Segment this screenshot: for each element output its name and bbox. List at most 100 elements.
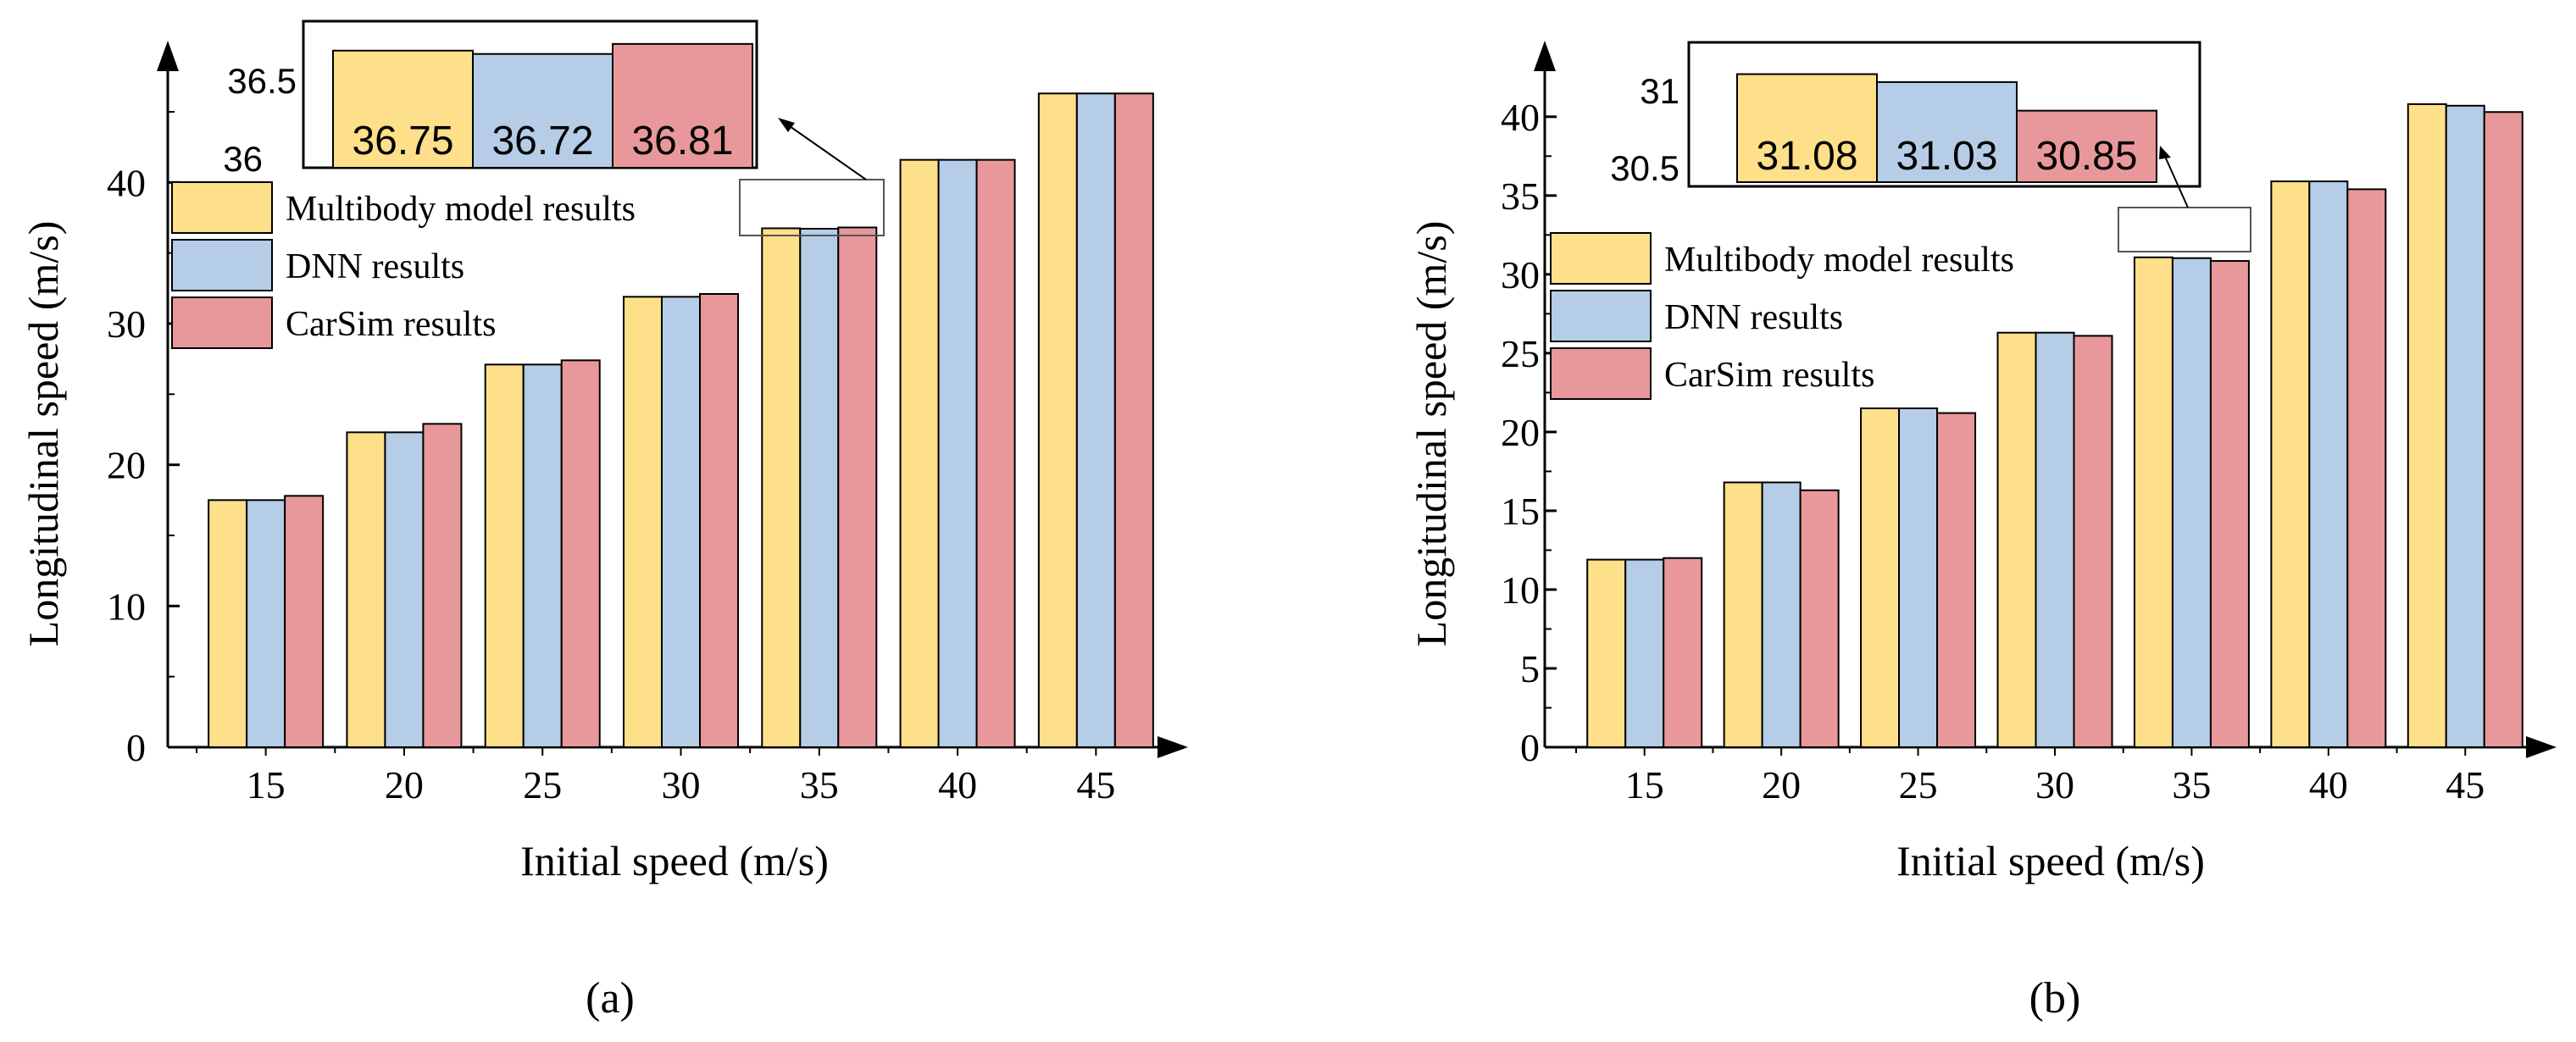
y-tick-labels: 0 5 10 15 20 25 30 35 40 — [1501, 96, 1540, 769]
inset-value-label: 36.75 — [352, 119, 453, 164]
bar-multibody-15 — [208, 499, 248, 748]
inset-value-label: 36.81 — [631, 119, 733, 164]
x-tick-label: 25 — [1899, 763, 1938, 806]
legend-label-dnn: DNN results — [286, 247, 464, 286]
x-tick-label: 30 — [662, 763, 701, 806]
bar-carsim-25 — [1936, 412, 1977, 748]
inset-y-tick-high: 31 — [1640, 71, 1679, 111]
legend-swatch-carsim — [1550, 347, 1652, 400]
legend-swatch-multibody — [171, 181, 273, 234]
inset-bar-multibody — [332, 49, 474, 169]
bar-multibody-35 — [761, 227, 802, 748]
inset-bar-carsim — [2016, 109, 2157, 183]
inset-bars — [1736, 73, 2157, 183]
bar-multibody-40 — [899, 158, 940, 748]
inset-value-labels: 31.08 31.03 30.85 — [1756, 134, 2137, 179]
inset-bars — [332, 42, 753, 169]
zoom-pointer-arrowhead — [2159, 146, 2171, 159]
x-tick-labels: 15 20 25 30 35 40 45 — [1625, 763, 2485, 806]
chart-panel-b: Longitudinal speed (m/s) Initial speed (… — [1407, 41, 2557, 1023]
bar-multibody-15 — [1586, 558, 1627, 749]
bar-carsim-30 — [699, 293, 739, 748]
inset-bar-dnn — [472, 53, 613, 169]
bar-dnn-20 — [384, 431, 425, 748]
legend-swatch-dnn — [171, 239, 273, 291]
inset-y-tick-low: 36 — [223, 139, 263, 179]
inset-bar-multibody — [1736, 73, 1878, 183]
x-tick-label: 40 — [938, 763, 977, 806]
y-axis-arrowhead — [157, 41, 179, 71]
zoom-pointer-arrow — [2162, 150, 2189, 208]
y-tick-label: 10 — [107, 585, 146, 628]
x-axis-title: Initial speed (m/s) — [520, 837, 829, 884]
bar-dnn-45 — [2445, 104, 2485, 748]
zoom-region-box — [739, 179, 885, 236]
bar-multibody-45 — [2407, 103, 2447, 748]
bars — [1586, 103, 2523, 749]
x-tick-label: 45 — [2446, 763, 2484, 806]
y-tick-label: 40 — [107, 161, 146, 204]
bar-carsim-45 — [1113, 92, 1154, 749]
y-tick-label: 30 — [1501, 253, 1540, 297]
bar-carsim-30 — [2073, 335, 2113, 748]
chart-panel-a: Longitudinal speed (m/s) Initial speed (… — [19, 19, 1188, 1023]
inset-frame — [1687, 41, 2201, 188]
y-tick-label: 20 — [107, 444, 146, 487]
bar-dnn-40 — [937, 158, 978, 748]
y-tick-label: 0 — [126, 726, 146, 769]
zoom-pointer-arrow — [780, 119, 867, 180]
bar-carsim-25 — [560, 359, 601, 748]
x-tick-label: 25 — [523, 763, 562, 806]
legend-label-dnn: DNN results — [1664, 298, 1843, 337]
legend-swatch-dnn — [1550, 290, 1652, 342]
bar-multibody-20 — [1723, 481, 1763, 748]
y-axis-title-text: Longitudinal speed (m/s) — [19, 221, 67, 647]
x-tick-label: 30 — [2035, 763, 2074, 806]
bar-carsim-15 — [1663, 557, 1703, 749]
inset-value-label: 31.03 — [1896, 134, 1997, 179]
bar-carsim-35 — [837, 226, 878, 748]
bar-dnn-25 — [522, 363, 563, 748]
bar-multibody-20 — [346, 431, 386, 748]
y-tick-label: 40 — [1501, 96, 1540, 139]
inset-value-label: 31.08 — [1756, 134, 1857, 179]
y-tick-label: 30 — [107, 302, 146, 346]
inset-value-labels: 36.75 36.72 36.81 — [352, 119, 733, 164]
inset-value-label: 36.72 — [491, 119, 593, 164]
bar-carsim-40 — [2346, 188, 2387, 749]
bar-carsim-20 — [1799, 489, 1840, 749]
y-tick-label: 15 — [1501, 490, 1540, 533]
legend-label-multibody: Multibody model results — [1664, 241, 2014, 280]
zoom-inset: 36.5 36 36.75 36.72 36.81 — [223, 19, 885, 236]
legend-label-carsim: CarSim results — [1664, 356, 1875, 395]
bar-dnn-40 — [2308, 180, 2349, 748]
zoom-pointer-arrowhead — [778, 118, 795, 132]
y-tick-label: 5 — [1520, 647, 1540, 690]
x-axis-title: Initial speed (m/s) — [1896, 837, 2205, 884]
x-tick-labels: 15 20 25 30 35 40 45 — [247, 763, 1116, 806]
bar-multibody-30 — [623, 296, 663, 749]
y-tick-labels: 0 10 20 30 40 — [107, 161, 146, 769]
bar-dnn-15 — [1624, 558, 1665, 749]
legend-swatch-carsim — [171, 297, 273, 349]
bar-dnn-15 — [246, 499, 286, 748]
bar-dnn-25 — [1898, 407, 1939, 748]
panel-caption-b: (b) — [2029, 974, 2081, 1023]
bar-multibody-25 — [484, 363, 525, 748]
y-axis-title-text: Longitudinal speed (m/s) — [1407, 221, 1455, 647]
panel-caption-a: (a) — [586, 974, 635, 1023]
inset-y-tick-low: 30.5 — [1610, 148, 1679, 188]
y-tick-label: 10 — [1501, 568, 1540, 612]
legend: Multibody model results DNN results CarS… — [171, 181, 636, 349]
bar-carsim-35 — [2209, 260, 2250, 748]
bar-multibody-30 — [1996, 331, 2037, 748]
bars — [208, 92, 1154, 749]
y-axis-title: Longitudinal speed (m/s) — [1407, 221, 1455, 647]
bar-dnn-20 — [1761, 481, 1802, 748]
bar-dnn-35 — [2171, 257, 2212, 748]
bar-dnn-45 — [1075, 92, 1116, 749]
inset-y-tick-high: 36.5 — [227, 61, 297, 101]
x-tick-label: 15 — [1625, 763, 1664, 806]
y-axis-arrowhead — [1534, 41, 1556, 71]
